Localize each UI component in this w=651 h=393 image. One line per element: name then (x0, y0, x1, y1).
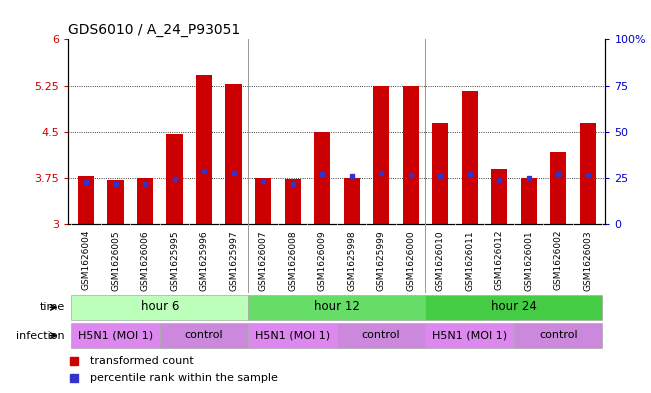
Text: GSM1626006: GSM1626006 (141, 230, 150, 290)
Bar (432, 123, 449, 224)
Bar (255, 178, 271, 224)
Bar (373, 86, 389, 224)
Text: GSM1626007: GSM1626007 (258, 230, 268, 290)
Bar (344, 178, 360, 224)
Text: hour 24: hour 24 (491, 300, 537, 313)
Text: infection: infection (16, 331, 65, 341)
Bar (72, 323, 160, 348)
Text: control: control (539, 330, 577, 340)
Text: percentile rank within the sample: percentile rank within the sample (90, 373, 278, 383)
Bar (78, 176, 94, 224)
Bar (196, 75, 212, 224)
Bar (167, 134, 183, 224)
Text: GSM1626010: GSM1626010 (436, 230, 445, 290)
Text: GSM1626003: GSM1626003 (583, 230, 592, 290)
Bar (514, 323, 602, 348)
Text: GSM1625999: GSM1625999 (377, 230, 385, 290)
Text: H5N1 (MOI 1): H5N1 (MOI 1) (432, 330, 507, 340)
Bar (314, 132, 330, 224)
Bar (550, 152, 566, 224)
Text: GSM1625997: GSM1625997 (229, 230, 238, 290)
Text: hour 6: hour 6 (141, 300, 179, 313)
Bar (579, 123, 596, 224)
Bar (249, 323, 337, 348)
Text: GSM1626000: GSM1626000 (406, 230, 415, 290)
Bar (425, 323, 514, 348)
Bar (425, 295, 602, 320)
Text: hour 12: hour 12 (314, 300, 360, 313)
Bar (462, 90, 478, 224)
Text: transformed count: transformed count (90, 356, 193, 366)
Bar (160, 323, 249, 348)
Text: GSM1625998: GSM1625998 (347, 230, 356, 290)
Text: GSM1626011: GSM1626011 (465, 230, 474, 290)
Text: H5N1 (MOI 1): H5N1 (MOI 1) (78, 330, 153, 340)
Bar (225, 84, 242, 224)
Bar (284, 179, 301, 224)
Text: control: control (362, 330, 400, 340)
Bar (521, 178, 537, 224)
Text: GSM1626012: GSM1626012 (495, 230, 504, 290)
Bar (337, 323, 425, 348)
Text: GSM1626009: GSM1626009 (318, 230, 327, 290)
Bar (402, 86, 419, 224)
Text: H5N1 (MOI 1): H5N1 (MOI 1) (255, 330, 330, 340)
Text: GDS6010 / A_24_P93051: GDS6010 / A_24_P93051 (68, 23, 241, 37)
Bar (72, 295, 249, 320)
Text: GSM1626005: GSM1626005 (111, 230, 120, 290)
Text: GSM1625996: GSM1625996 (200, 230, 208, 290)
Bar (491, 169, 507, 224)
Text: GSM1625995: GSM1625995 (170, 230, 179, 290)
Bar (107, 180, 124, 224)
Text: GSM1626002: GSM1626002 (554, 230, 562, 290)
Text: control: control (185, 330, 223, 340)
Text: GSM1626004: GSM1626004 (81, 230, 90, 290)
Text: GSM1626001: GSM1626001 (524, 230, 533, 290)
Bar (249, 295, 425, 320)
Text: GSM1626008: GSM1626008 (288, 230, 297, 290)
Text: time: time (40, 302, 65, 312)
Bar (137, 178, 153, 224)
